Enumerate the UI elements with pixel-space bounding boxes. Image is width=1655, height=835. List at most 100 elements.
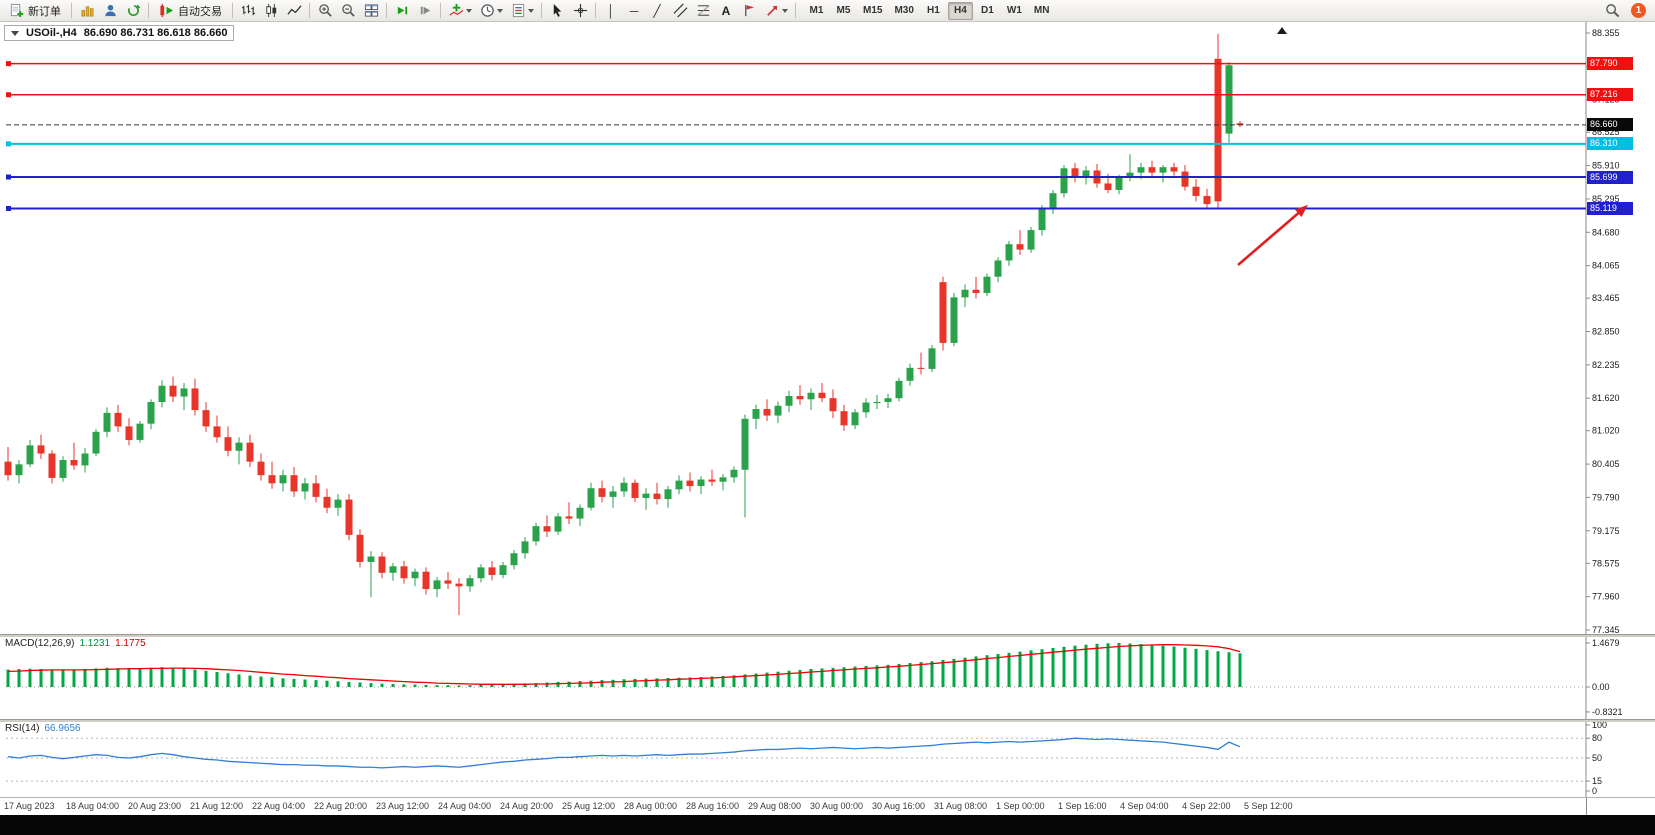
- timeframe-button-M5[interactable]: M5: [836, 5, 851, 16]
- candles: [4, 33, 1244, 616]
- macd-histogram: [6, 642, 1242, 687]
- toolbar-separator: [595, 3, 596, 18]
- timeframe-button-M1[interactable]: M1: [809, 5, 824, 16]
- trendline-tool-button[interactable]: ╱: [646, 1, 668, 21]
- macd-canvas[interactable]: 1.4679 0.00 -0.8321: [0, 637, 1655, 719]
- horizontal-lines[interactable]: [6, 61, 1586, 211]
- toolbar-separator: [386, 3, 387, 18]
- macd-axis[interactable]: 1.4679 0.00 -0.8321: [1585, 637, 1623, 719]
- time-axis-label: 1 Sep 16:00: [1058, 801, 1107, 811]
- clock-icon: [480, 4, 494, 17]
- time-axis-label: 4 Sep 04:00: [1120, 801, 1169, 811]
- toolbar-separator: [309, 3, 310, 18]
- charts-button[interactable]: [76, 1, 98, 21]
- vertical-line-tool-button[interactable]: │: [600, 1, 622, 21]
- svg-text:82.850: 82.850: [1592, 327, 1620, 337]
- panel-splitter[interactable]: [0, 719, 1655, 722]
- horizontal-line-tool-button[interactable]: ─: [623, 1, 645, 21]
- refresh-button[interactable]: [122, 1, 144, 21]
- timeframe-button-W1[interactable]: W1: [1006, 5, 1022, 16]
- svg-text:80.405: 80.405: [1592, 459, 1620, 469]
- tile-windows-button[interactable]: [360, 1, 382, 21]
- timeframe-button-H1[interactable]: H1: [927, 5, 940, 16]
- svg-text:85.295: 85.295: [1592, 194, 1620, 204]
- line-chart-icon: [286, 5, 302, 15]
- line-chart-button[interactable]: [283, 1, 305, 21]
- svg-text:83.465: 83.465: [1592, 293, 1620, 303]
- rsi-axis[interactable]: 100 80 50 150: [1585, 722, 1607, 797]
- ohlc-bars-icon: [241, 4, 255, 16]
- macd-panel[interactable]: 1.4679 0.00 -0.8321 MACD(12,26,9) 1.1231 1…: [0, 637, 1655, 719]
- ohlc-bars-button[interactable]: [237, 1, 259, 21]
- chevron-down-icon: [527, 8, 534, 13]
- label-tool-button[interactable]: [738, 1, 760, 21]
- crosshair-button[interactable]: [569, 1, 591, 21]
- time-axis-label: 30 Aug 00:00: [810, 801, 864, 811]
- new-order-button[interactable]: 新订单: [3, 1, 67, 21]
- search-button[interactable]: [1601, 1, 1623, 21]
- toolbar: 新订单 自动交易: [0, 0, 1655, 22]
- zoom-in-button[interactable]: [314, 1, 336, 21]
- toolbar-separator: [795, 3, 796, 18]
- macd-signal-value: 1.1775: [115, 638, 146, 649]
- autotrading-button[interactable]: 自动交易: [153, 1, 228, 21]
- toolbar-right-group: 1: [1601, 1, 1652, 21]
- price-axis[interactable]: 88.35587.74087.12586.52585.91085.29584.6…: [1585, 22, 1620, 634]
- chart-shift-marker-icon[interactable]: [1277, 27, 1287, 34]
- candlestick-button[interactable]: [260, 1, 282, 21]
- rsi-canvas[interactable]: 100 80 50 150: [0, 722, 1655, 797]
- time-axis-label: 22 Aug 04:00: [252, 801, 306, 811]
- template-icon: [512, 3, 524, 18]
- one-click-trading-collapse-icon[interactable]: [11, 30, 19, 36]
- svg-text:15: 15: [1592, 776, 1602, 786]
- chart-shift-button[interactable]: [414, 1, 436, 21]
- chart-title-box[interactable]: USOil-,H4 86.690 86.731 86.618 86.660: [4, 25, 235, 41]
- axis-separator-line: [1586, 798, 1587, 815]
- text-tool-button[interactable]: A: [715, 1, 737, 21]
- profile-button[interactable]: [99, 1, 121, 21]
- chart-shift-icon: [420, 6, 430, 15]
- price-tag: 86.310: [1587, 137, 1633, 151]
- rsi-panel[interactable]: 100 80 50 15 0 RSI(14) 66.9656: [0, 722, 1655, 797]
- profile-icon: [104, 4, 116, 17]
- timeframe-button-H4[interactable]: H4: [947, 1, 973, 20]
- timeframe-button-M30[interactable]: M30: [894, 5, 914, 16]
- zoom-out-icon: [341, 4, 355, 17]
- annotation-arrow[interactable]: [1237, 204, 1309, 266]
- toolbar-separator: [71, 3, 72, 18]
- cursor-button[interactable]: [546, 1, 568, 21]
- timeframe-button-MN[interactable]: MN: [1033, 5, 1050, 16]
- time-axis-label: 29 Aug 08:00: [748, 801, 802, 811]
- svg-text:84.680: 84.680: [1592, 227, 1620, 237]
- price-chart-panel[interactable]: 88.35587.74087.12586.52585.91085.29584.6…: [0, 22, 1655, 634]
- periods-button[interactable]: [476, 1, 506, 21]
- panel-splitter[interactable]: [0, 634, 1655, 637]
- price-tag: 86.660: [1587, 118, 1633, 132]
- svg-text:77.345: 77.345: [1592, 625, 1620, 634]
- templates-button[interactable]: [507, 1, 537, 21]
- channel-tool-button[interactable]: [669, 1, 691, 21]
- svg-text:88.355: 88.355: [1592, 28, 1620, 38]
- macd-label-row: MACD(12,26,9) 1.1231 1.1775: [5, 638, 146, 649]
- fibonacci-tool-button[interactable]: [692, 1, 714, 21]
- time-axis[interactable]: 17 Aug 2023 18 Aug 04:00 20 Aug 23:00 21 Au…: [0, 797, 1655, 815]
- taskbar[interactable]: [0, 815, 1655, 835]
- timeframe-button-D1[interactable]: D1: [981, 5, 994, 16]
- macd-main-value: 1.1231: [79, 638, 111, 649]
- notification-badge[interactable]: 1: [1631, 3, 1646, 18]
- price-chart-canvas[interactable]: 88.35587.74087.12586.52585.91085.29584.6…: [0, 22, 1655, 634]
- svg-text:1.4679: 1.4679: [1592, 638, 1620, 648]
- zoom-out-button[interactable]: [337, 1, 359, 21]
- auto-scroll-button[interactable]: [391, 1, 413, 21]
- macd-label: MACD(12,26,9): [5, 638, 75, 649]
- timeframe-button-M15[interactable]: M15: [863, 5, 883, 16]
- indicators-button[interactable]: [445, 1, 475, 21]
- svg-text:79.175: 79.175: [1592, 526, 1620, 536]
- time-axis-label: 4 Sep 22:00: [1182, 801, 1231, 811]
- time-axis-label: 25 Aug 12:00: [562, 801, 616, 811]
- arrows-menu-button[interactable]: [761, 1, 791, 21]
- svg-text:80: 80: [1592, 733, 1602, 743]
- time-axis-label: 28 Aug 16:00: [686, 801, 740, 811]
- indicators-icon: [449, 3, 463, 16]
- price-tag: 87.216: [1587, 88, 1633, 102]
